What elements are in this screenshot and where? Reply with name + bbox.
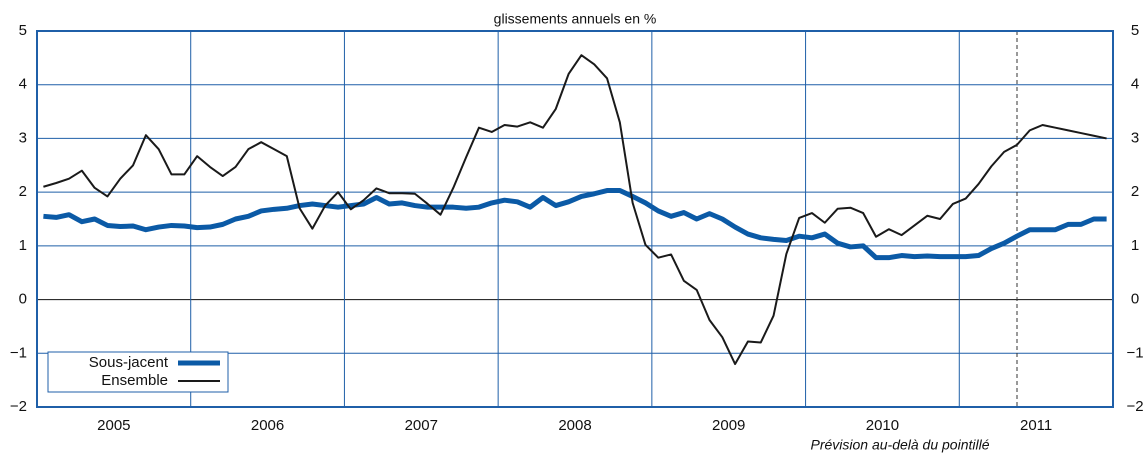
y-tick-label-right: −1 (1126, 344, 1143, 361)
y-tick-label: 3 (19, 129, 27, 146)
y-tick-label-right: 0 (1131, 291, 1139, 308)
series-line (43, 54, 1107, 366)
legend-label: Ensemble (101, 372, 168, 389)
y-tick-label: 4 (19, 76, 27, 93)
y-tick-label: −2 (10, 398, 27, 415)
annotation: Prévision au-delà du pointillé (811, 437, 990, 453)
x-tick-label: 2008 (558, 417, 591, 434)
y-tick-label: 1 (19, 237, 27, 254)
y-tick-label: 0 (19, 291, 27, 308)
y-tick-label-right: 3 (1131, 129, 1139, 146)
x-tick-label: 2009 (712, 417, 745, 434)
x-tick-label: 2005 (97, 417, 130, 434)
x-tick-label: 2010 (866, 417, 899, 434)
y-tick-label-right: 2 (1131, 183, 1139, 200)
legend-box (47, 351, 229, 393)
x-tick-label: 2007 (405, 417, 438, 434)
y-tick-label: 5 (19, 22, 27, 39)
legend-label: Sous-jacent (89, 354, 169, 371)
y-tick-label-right: −2 (1126, 398, 1143, 415)
chart-title: glissements annuels en % (494, 11, 657, 27)
y-tick-label: 2 (19, 183, 27, 200)
y-tick-label-right: 1 (1131, 237, 1139, 254)
x-tick-label: 2011 (1020, 417, 1052, 434)
plot-frame (36, 30, 1114, 408)
series-line (43, 188, 1107, 261)
x-tick-label: 2006 (251, 417, 284, 434)
y-tick-label: −1 (10, 344, 27, 361)
y-tick-label-right: 5 (1131, 22, 1139, 39)
y-tick-label-right: 4 (1131, 76, 1139, 93)
